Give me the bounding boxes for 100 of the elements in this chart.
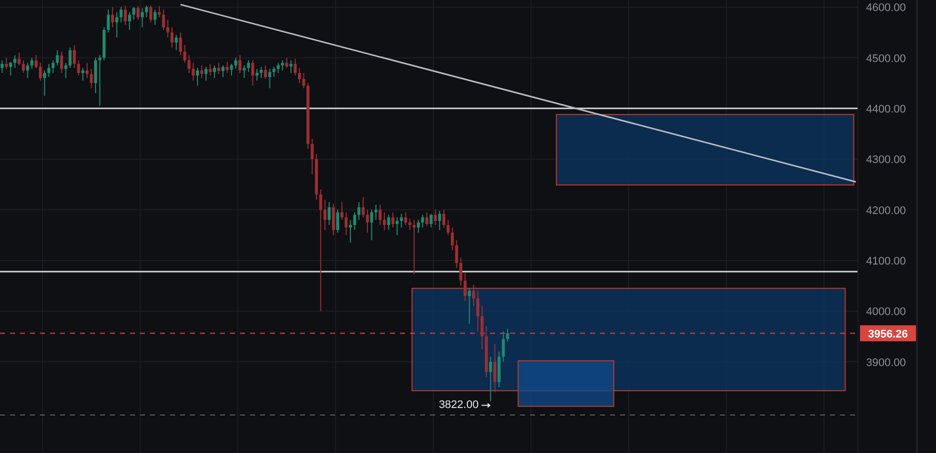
candlestick [47, 63, 50, 78]
candlestick [13, 54, 16, 68]
candlestick [26, 62, 30, 79]
candlestick [408, 218, 412, 231]
candlestick [425, 212, 428, 226]
candlestick [179, 32, 182, 56]
candlestick [272, 66, 276, 78]
candlestick [450, 227, 454, 251]
candlestick [60, 51, 64, 74]
candlestick [387, 214, 390, 231]
candlestick [238, 54, 242, 74]
candlestick [86, 62, 89, 79]
candlestick [268, 68, 272, 89]
candlestick [442, 209, 446, 228]
candlestick [38, 62, 42, 82]
candlestick [378, 204, 382, 226]
candlestick [344, 212, 348, 236]
candlestick [370, 209, 374, 241]
candlestick [52, 60, 55, 74]
candlestick [9, 61, 12, 76]
candlestick [230, 63, 233, 76]
candlestick [136, 6, 140, 20]
ref-line-label: 3956.26 [868, 328, 908, 340]
candlestick [412, 219, 416, 275]
candlestick [489, 356, 492, 402]
y-tick-label: 4600.00 [866, 2, 906, 14]
candlestick [404, 212, 408, 226]
candlestick [493, 344, 496, 393]
candlestick [391, 212, 394, 228]
y-tick-label: 4100.00 [866, 255, 906, 268]
candlestick [302, 72, 306, 89]
candlestick [455, 240, 458, 269]
candlestick [98, 54, 102, 106]
candlestick [396, 216, 399, 236]
candlestick [22, 60, 25, 74]
candlestick [289, 60, 292, 74]
candlestick [323, 199, 326, 231]
candlestick [120, 6, 123, 23]
candlestick [464, 272, 467, 302]
candlestick [298, 67, 301, 84]
candlestick [310, 138, 314, 175]
y-tick-label: 4500.00 [866, 52, 906, 65]
y-tick-label: 4300.00 [866, 154, 906, 166]
candlestick [132, 6, 136, 20]
candlestick [416, 219, 420, 234]
candlestick [213, 64, 216, 79]
candlestick [166, 19, 170, 38]
candlestick [188, 54, 190, 74]
candlestick [149, 5, 152, 23]
candlestick [90, 68, 93, 89]
candlestick [158, 6, 161, 18]
candlestick [128, 12, 132, 30]
candlestick [468, 288, 471, 324]
candlestick [366, 209, 369, 234]
candlestick [0, 60, 4, 74]
candlestick [472, 284, 476, 307]
candlestick [328, 202, 331, 226]
candlestick [294, 58, 297, 76]
candlestick [115, 12, 118, 38]
candlestick [438, 210, 442, 231]
candlestick [154, 9, 157, 26]
y-tick-label: 3900.00 [866, 356, 906, 369]
candlestick [502, 330, 505, 362]
candlestick [459, 257, 462, 286]
candlestick [400, 213, 403, 228]
candlestick [336, 209, 340, 234]
candlestick [170, 26, 174, 48]
candlestick [353, 212, 356, 231]
candlestick [348, 219, 352, 244]
candlestick [332, 203, 335, 236]
candlestick [357, 202, 360, 220]
candlestick [196, 67, 199, 86]
candlestick [251, 60, 254, 86]
candlestick [72, 44, 76, 68]
candlestick [362, 196, 365, 218]
candlestick [68, 47, 72, 68]
candlestick [77, 60, 80, 76]
candlestick [204, 66, 208, 82]
candlestick [140, 8, 144, 28]
candlestick [162, 9, 166, 30]
candlestick [30, 57, 34, 70]
y-tick-label: 4200.00 [866, 204, 906, 217]
candlestick [174, 34, 178, 51]
candlestick [81, 67, 84, 82]
candlestick [276, 62, 280, 74]
candlestick [340, 202, 344, 220]
candlestick [476, 290, 480, 332]
candlestick [34, 54, 38, 68]
candlestick [319, 189, 322, 312]
candlestick [242, 64, 246, 79]
candlestick [222, 64, 224, 78]
candlestick [124, 6, 127, 26]
candlestick [280, 60, 284, 71]
candlestick [4, 57, 8, 70]
candlestick [506, 328, 510, 342]
candlestick [264, 64, 267, 80]
candlestick [285, 57, 288, 68]
candlestick [145, 5, 148, 18]
candlestick [446, 219, 450, 236]
candlestick [480, 306, 484, 350]
